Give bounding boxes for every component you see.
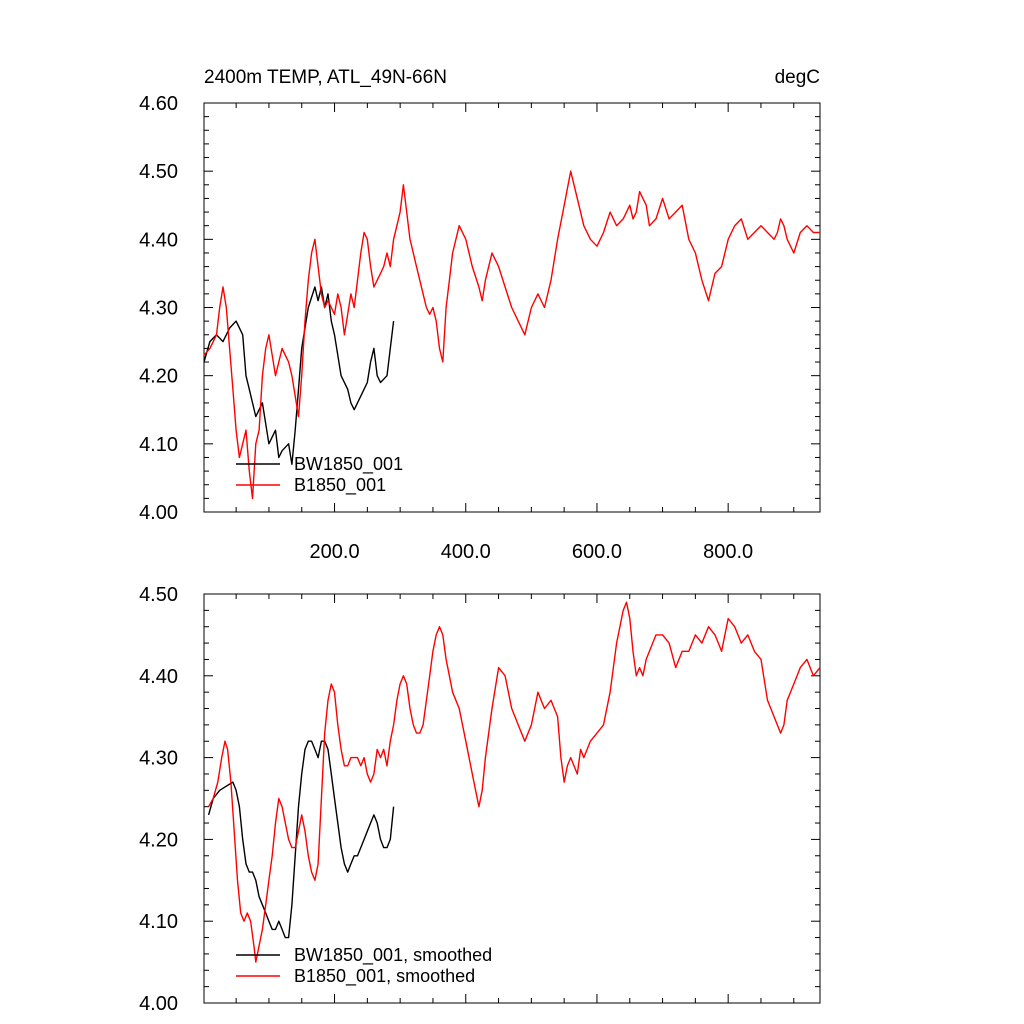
legend-label: B1850_001 [294,475,386,496]
series-line-bw1850-001-smoothed [207,740,395,939]
y-tick-label: 4.00 [139,993,178,1015]
y-tick-label: 4.00 [139,502,178,524]
chart-title: 2400m TEMP, ATL_49N-66N [204,67,447,88]
y-tick-label: 4.30 [139,748,178,770]
x-tick-label: 800.0 [703,541,753,563]
bottom-axis-ticks: 4.00 4.10 4.20 4.30 4.40 4.50 [139,584,820,1015]
y-tick-label: 4.60 [139,93,178,115]
y-tick-label: 4.10 [139,911,178,933]
units-label: degC [775,67,820,88]
series-line-b1850-001 [203,170,820,500]
bottom-panel: 4.00 4.10 4.20 4.30 4.40 4.50 BW1850_001, smo… [139,584,821,1015]
x-tick-label: 400.0 [441,541,491,563]
legend-label: BW1850_001, smoothed [294,945,492,966]
y-tick-label: 4.50 [139,161,178,183]
y-tick-label: 4.50 [139,584,178,606]
y-tick-label: 4.20 [139,829,178,851]
y-tick-label: 4.10 [139,434,178,456]
top-axis-ticks: 4.00 4.10 4.20 4.30 4.40 4.50 4.60 200.0 400.0 60… [139,93,820,563]
top-panel: 2400m TEMP, ATL_49N-66N degC 4.00 4.10 4.2… [139,67,821,563]
y-tick-label: 4.40 [139,666,178,688]
y-tick-label: 4.30 [139,298,178,320]
x-tick-label: 200.0 [310,541,360,563]
x-tick-label: 600.0 [572,541,622,563]
top-series-group [203,170,820,500]
bottom-plot-frame [203,593,821,1004]
y-tick-label: 4.40 [139,229,178,251]
series-line-b1850-001-smoothed [207,601,821,963]
legend-label: B1850_001, smoothed [294,966,475,987]
legend-label: BW1850_001 [294,454,403,475]
y-tick-label: 4.20 [139,366,178,388]
bottom-series-group [207,601,821,963]
